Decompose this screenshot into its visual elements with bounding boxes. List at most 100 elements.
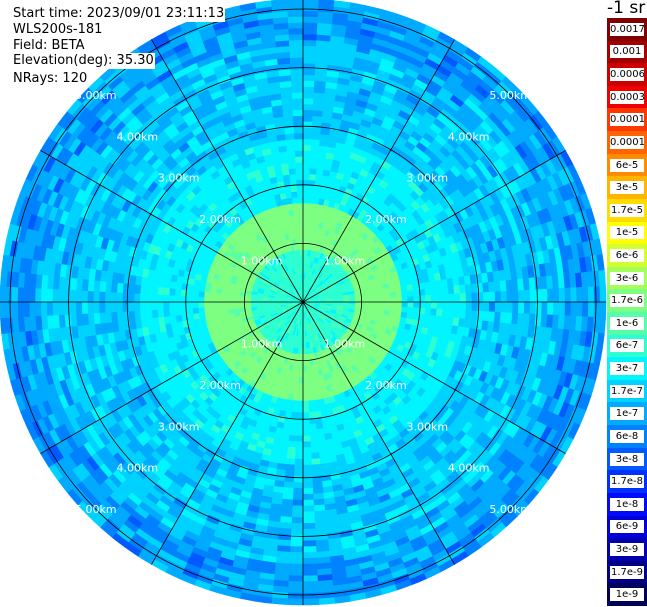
ppi-cell: [309, 429, 318, 437]
ppi-cell: [104, 280, 113, 293]
ppi-cell: [500, 301, 508, 313]
ppi-cell: [302, 557, 318, 565]
ppi-cell: [312, 393, 319, 401]
ppi-cell: [116, 291, 123, 303]
ppi-cell: [295, 423, 304, 431]
ppi-cell: [312, 115, 323, 123]
ppi-cell: [302, 493, 314, 501]
ppi-cell: [302, 458, 312, 466]
ppi-cell: [471, 301, 479, 312]
ppi-cell: [448, 293, 455, 303]
ppi-cell: [221, 305, 228, 311]
ppi-cell: [581, 286, 589, 303]
ppi-cell: [215, 305, 223, 312]
ppi-cell: [289, 551, 304, 559]
ppi-cell: [302, 115, 314, 122]
ppi-cell: [366, 298, 374, 303]
ppi-cell: [312, 103, 325, 112]
ppi-cell: [203, 301, 211, 308]
ppi-cell: [406, 290, 414, 297]
ppi-cell: [282, 487, 294, 495]
ppi-cell: [412, 307, 420, 315]
ppi-cell: [104, 291, 112, 303]
ppi-cell: [494, 291, 502, 303]
ppi-cell: [157, 286, 165, 295]
ppi-cell: [302, 202, 309, 210]
ppi-cell: [310, 150, 320, 158]
ppi-cell: [302, 225, 308, 233]
ppi-cell: [576, 287, 583, 303]
ppi-cell: [311, 469, 322, 477]
ppi-cell: [312, 487, 324, 495]
ppi-cell: [349, 298, 356, 303]
ppi-cell: [435, 287, 443, 296]
ppi-cell: [287, 580, 304, 588]
ppi-cell: [500, 291, 508, 303]
ppi-cell: [547, 301, 554, 316]
ppi-cell: [285, 463, 295, 472]
ppi-cell: [289, 423, 297, 431]
ppi-cell: [63, 301, 71, 315]
ppi-cell: [488, 281, 496, 293]
ppi-cell: [311, 463, 321, 472]
ppi-cell: [570, 301, 578, 317]
ppi-cell: [281, 498, 293, 506]
ppi-cell: [291, 400, 299, 408]
ppi-cell: [406, 284, 414, 292]
ppi-cell: [302, 412, 310, 419]
ppi-cell: [388, 287, 397, 294]
ppi-cell: [302, 586, 319, 594]
ppi-cell: [436, 294, 444, 303]
ppi-cell: [287, 440, 296, 448]
ppi-cell: [296, 412, 304, 419]
ppi-cell: [448, 301, 455, 311]
ppi-cell: [215, 301, 222, 307]
ppi-cell: [302, 22, 318, 29]
ppi-cell: [163, 287, 171, 296]
ppi-cell: [295, 441, 304, 448]
ppi-cell: [302, 388, 309, 396]
ppi-cell: [378, 301, 385, 307]
ppi-cell: [313, 405, 321, 413]
ppi-cell: [302, 91, 315, 99]
ppi-cell: [203, 306, 211, 313]
ppi-cell: [293, 464, 304, 472]
ppi-cell: [435, 308, 443, 317]
ppi-cell: [221, 301, 228, 307]
ppi-cell: [384, 301, 391, 307]
ppi-cell: [174, 301, 182, 310]
ppi-cell: [413, 295, 420, 303]
ppi-cell: [302, 56, 317, 64]
ppi-cell: [209, 296, 217, 303]
ppi-cell: [302, 575, 318, 582]
ppi-cell: [310, 458, 321, 466]
ppi-cell: [52, 301, 59, 316]
ppi-cell: [311, 127, 322, 135]
ppi-cell: [302, 598, 320, 606]
ppi-cell: [535, 301, 543, 315]
ppi-cell: [226, 297, 234, 303]
ppi-cell: [310, 440, 319, 448]
ppi-cell: [430, 301, 438, 310]
ppi-cell: [295, 435, 304, 443]
ppi-cell: [163, 308, 171, 317]
ppi-cell: [309, 423, 317, 431]
ppi-cell: [232, 305, 240, 310]
ppi-cell: [441, 286, 449, 295]
ppi-cell: [302, 569, 318, 577]
ppi-cell: [192, 290, 200, 297]
ppi-cell: [313, 92, 326, 100]
ppi-cell: [302, 39, 318, 47]
ppi-cell: [302, 144, 312, 152]
ppi-cell: [302, 383, 308, 390]
ppi-cell: [287, 586, 304, 594]
ppi-cell: [298, 377, 304, 384]
ppi-cell: [99, 312, 107, 324]
ppi-cell: [506, 301, 514, 314]
ppi-cell: [174, 288, 182, 296]
ppi-cell: [470, 310, 478, 321]
ppi-cell: [28, 301, 36, 317]
ppi-cell: [128, 283, 136, 294]
ppi-cell: [493, 280, 502, 293]
